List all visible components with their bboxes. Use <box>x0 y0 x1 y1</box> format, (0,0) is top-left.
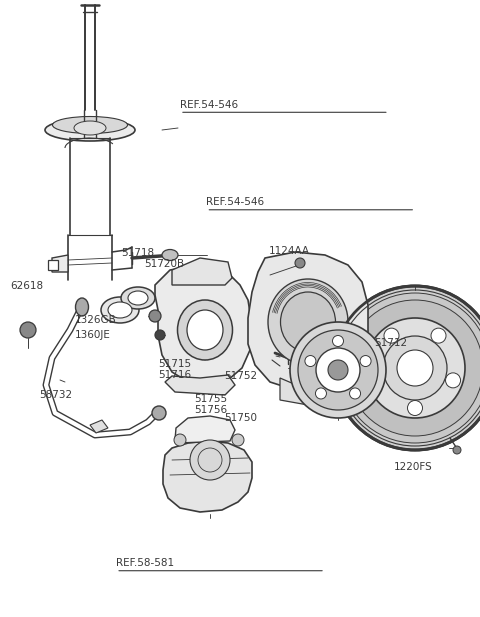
Text: 1326GB: 1326GB <box>74 315 116 325</box>
Ellipse shape <box>162 249 178 260</box>
Text: 51712: 51712 <box>374 338 408 348</box>
Text: 51716: 51716 <box>158 370 192 380</box>
Circle shape <box>190 440 230 480</box>
Circle shape <box>20 322 36 338</box>
Polygon shape <box>280 378 308 405</box>
Ellipse shape <box>75 298 88 316</box>
Text: 51715: 51715 <box>158 359 192 369</box>
Ellipse shape <box>128 291 148 305</box>
Ellipse shape <box>101 297 139 323</box>
Ellipse shape <box>268 279 348 365</box>
Text: 58732: 58732 <box>39 390 72 400</box>
Circle shape <box>333 286 480 450</box>
Circle shape <box>149 310 161 322</box>
Circle shape <box>232 434 244 446</box>
Circle shape <box>349 388 360 399</box>
Polygon shape <box>52 255 68 272</box>
Text: 51755: 51755 <box>194 394 228 404</box>
Ellipse shape <box>280 292 336 352</box>
Text: 51750: 51750 <box>225 413 258 423</box>
Text: 1220FS: 1220FS <box>394 462 432 471</box>
Circle shape <box>295 258 305 268</box>
Polygon shape <box>163 441 252 512</box>
Text: 1124AA: 1124AA <box>269 246 310 255</box>
Circle shape <box>370 373 384 388</box>
Ellipse shape <box>187 310 223 350</box>
Text: 51720B: 51720B <box>144 259 184 268</box>
Polygon shape <box>175 416 235 443</box>
Circle shape <box>290 322 386 418</box>
Circle shape <box>340 293 480 443</box>
Circle shape <box>383 336 447 400</box>
Circle shape <box>347 300 480 436</box>
Polygon shape <box>48 260 58 270</box>
Circle shape <box>152 406 166 420</box>
Text: 51718: 51718 <box>121 248 154 258</box>
Ellipse shape <box>74 121 106 135</box>
Polygon shape <box>248 252 368 390</box>
Circle shape <box>155 330 165 340</box>
Circle shape <box>174 434 186 446</box>
Circle shape <box>305 355 316 366</box>
Circle shape <box>328 360 348 380</box>
Polygon shape <box>155 265 252 385</box>
Circle shape <box>360 355 371 366</box>
Circle shape <box>333 336 344 347</box>
Circle shape <box>365 318 465 418</box>
Text: REF.54-546: REF.54-546 <box>206 197 264 207</box>
Text: 1360JE: 1360JE <box>74 330 110 340</box>
Ellipse shape <box>108 302 132 318</box>
Circle shape <box>315 388 326 399</box>
Text: 51756: 51756 <box>194 405 228 415</box>
Circle shape <box>445 373 460 388</box>
Ellipse shape <box>52 117 128 133</box>
Ellipse shape <box>178 300 232 360</box>
Polygon shape <box>165 375 235 395</box>
Ellipse shape <box>121 287 155 309</box>
Circle shape <box>397 350 433 386</box>
Circle shape <box>316 348 360 392</box>
Circle shape <box>298 330 378 410</box>
Circle shape <box>408 400 422 415</box>
Circle shape <box>453 446 461 454</box>
Text: REF.54-546: REF.54-546 <box>180 100 238 110</box>
Text: REF.58-581: REF.58-581 <box>116 558 174 568</box>
Polygon shape <box>172 258 232 285</box>
Polygon shape <box>90 420 108 433</box>
Circle shape <box>431 328 446 343</box>
Ellipse shape <box>45 119 135 141</box>
Circle shape <box>384 328 399 343</box>
Text: 62618: 62618 <box>11 281 44 291</box>
Text: 51752: 51752 <box>225 371 258 381</box>
